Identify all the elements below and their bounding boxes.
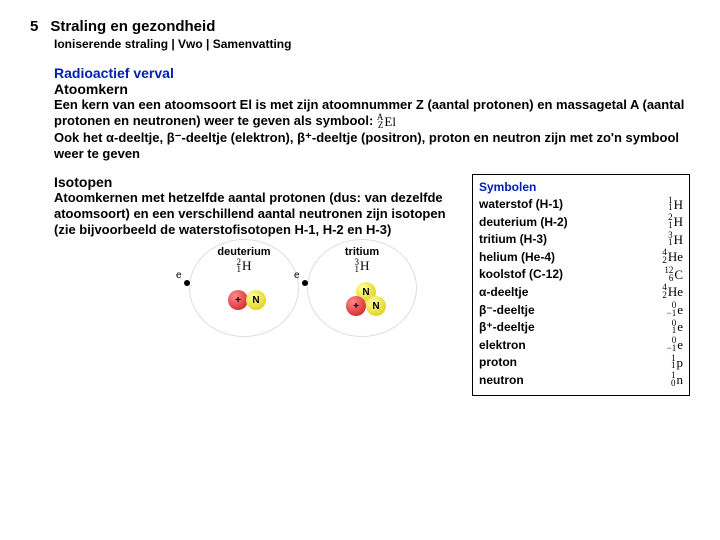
- symbol-value: 0−1e: [667, 301, 683, 319]
- symbol-label: waterstof (H-1): [479, 196, 563, 212]
- symbol-row: tritium (H-3) 31H: [479, 231, 683, 249]
- deuterium-label: deuterium 21 H: [190, 240, 298, 274]
- symbol-row: β⁺-deeltje 01e: [479, 318, 683, 336]
- section-heading: Radioactief verval: [54, 65, 690, 81]
- body-text-post: Ook het α-deeltje, β⁻-deeltje (elektron)…: [54, 130, 679, 161]
- symbol-value: 10n: [671, 371, 683, 389]
- isotopes-body: Atoomkernen met hetzelfde aantal protone…: [54, 190, 468, 237]
- symbol-label: deuterium (H-2): [479, 214, 568, 230]
- symbol-row: waterstof (H-1) 11H: [479, 196, 683, 214]
- symbol-label: α-deeltje: [479, 284, 528, 300]
- symbol-label: elektron: [479, 337, 526, 353]
- electron-icon: [302, 280, 308, 286]
- proton-icon: +: [228, 290, 248, 310]
- section-body: Een kern van een atoomsoort El is met zi…: [54, 97, 690, 162]
- chapter-header: 5 Straling en gezondheid: [30, 18, 690, 35]
- tritium-diagram: tritium 31 H N + N: [307, 239, 417, 337]
- symbol-row: proton 11p: [479, 354, 683, 372]
- symbol-value: 11H: [668, 196, 683, 214]
- symbol-row: α-deeltje 42He: [479, 283, 683, 301]
- symbol-value: 01e: [672, 318, 683, 336]
- symbol-row: β⁻-deeltje 0−1e: [479, 301, 683, 319]
- section-subheading: Atoomkern: [54, 81, 690, 97]
- symbol-label: neutron: [479, 372, 524, 388]
- symbol-row: helium (He-4) 42He: [479, 248, 683, 266]
- symbol-value: 126C: [664, 266, 683, 284]
- chapter-title: Straling en gezondheid: [50, 18, 215, 35]
- symbol-label: proton: [479, 354, 517, 370]
- electron-icon: [184, 280, 190, 286]
- symbol-value: 21H: [668, 213, 683, 231]
- symbol-row: neutron 10n: [479, 371, 683, 389]
- symbol-label: tritium (H-3): [479, 231, 547, 247]
- symbol-row: koolstof (C-12) 126C: [479, 266, 683, 284]
- symbol-label: helium (He-4): [479, 249, 555, 265]
- deuterium-diagram: deuterium 21 H + N: [189, 239, 299, 337]
- body-text-pre: Een kern van een atoomsoort El is met zi…: [54, 97, 684, 128]
- neutron-icon: N: [246, 290, 266, 310]
- tritium-label: tritium 31 H: [308, 240, 416, 274]
- symbol-value: 0−1e: [667, 336, 683, 354]
- symbol-table-title: Symbolen: [479, 179, 683, 195]
- symbol-label: koolstof (C-12): [479, 266, 563, 282]
- proton-icon: +: [346, 296, 366, 316]
- symbol-row: deuterium (H-2) 21H: [479, 213, 683, 231]
- symbol-label: β⁻-deeltje: [479, 302, 535, 318]
- symbol-label: β⁺-deeltje: [479, 319, 535, 335]
- chapter-number: 5: [30, 18, 38, 35]
- page-subtitle: Ioniserende straling | Vwo | Samenvattin…: [54, 37, 690, 51]
- atom-diagrams: deuterium 21 H + N tritium 31 H: [189, 239, 468, 337]
- symbol-value: 42He: [662, 248, 683, 266]
- isotopes-heading: Isotopen: [54, 174, 468, 190]
- symbol-value: 11p: [671, 354, 683, 372]
- symbol-value: 31H: [668, 231, 683, 249]
- isotopes-block: Isotopen Atoomkernen met hetzelfde aanta…: [54, 174, 468, 395]
- nucleus-symbol-generic: A Z El: [377, 114, 396, 130]
- symbol-value: 42He: [662, 283, 683, 301]
- symbol-row: elektron 0−1e: [479, 336, 683, 354]
- symbol-table: Symbolen waterstof (H-1)11Hdeuterium (H-…: [472, 174, 690, 395]
- neutron-icon: N: [366, 296, 386, 316]
